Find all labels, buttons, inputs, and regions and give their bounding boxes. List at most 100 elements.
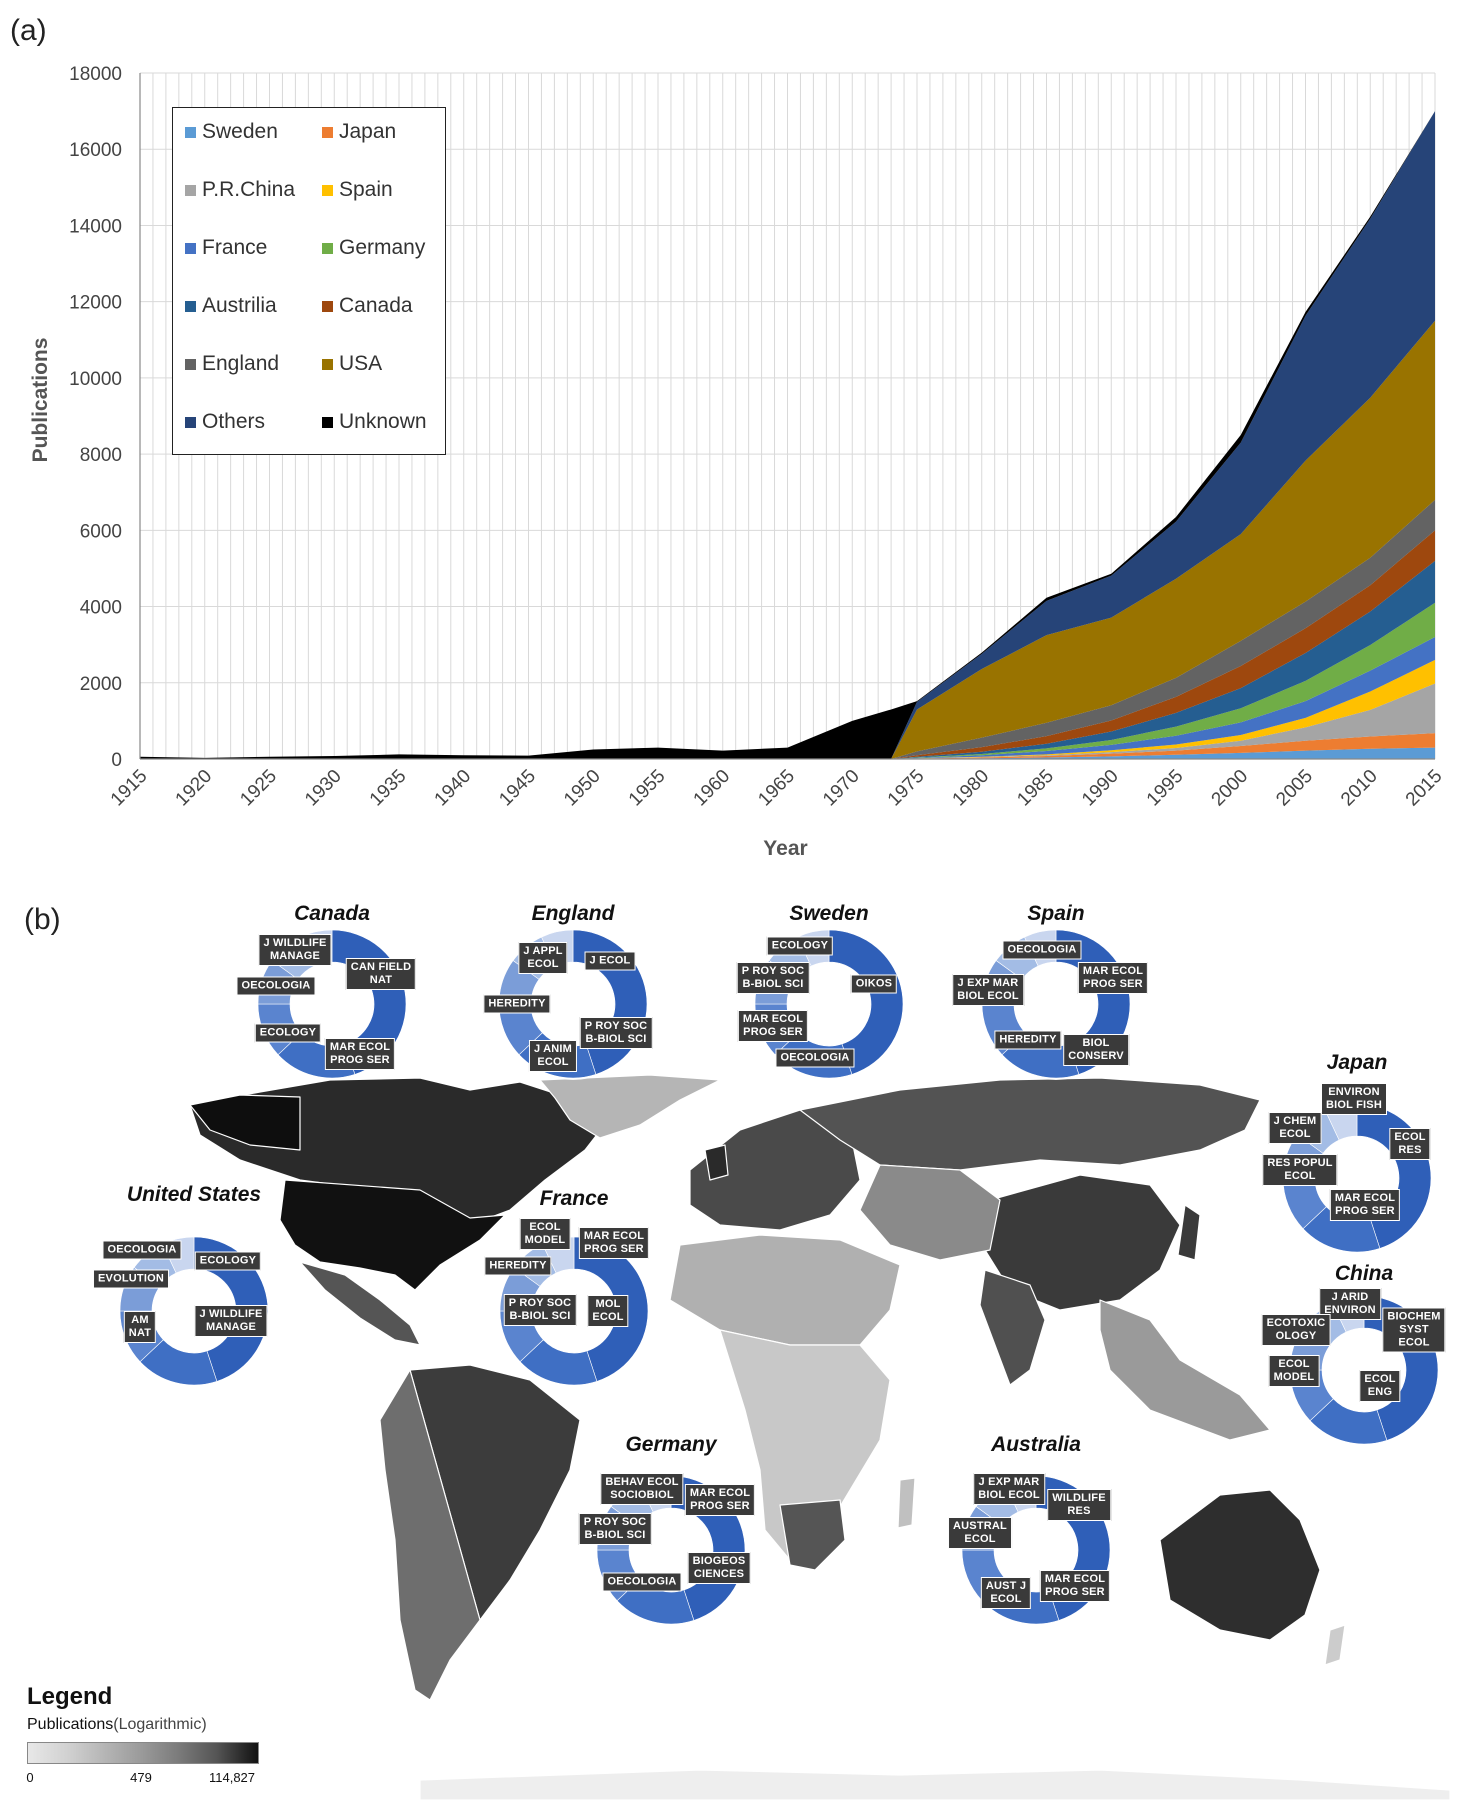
- map-region-india: [979, 1269, 1046, 1386]
- legend-label: Canada: [339, 294, 413, 317]
- journal-label: HEREDITY: [483, 994, 551, 1014]
- y-tick-label: 8000: [80, 445, 122, 466]
- y-tick-label: 6000: [80, 521, 122, 542]
- journal-label: WILDLIFE RES: [1047, 1489, 1111, 1521]
- country-title-spain: Spain: [1027, 902, 1085, 925]
- map-region-russia: [799, 1077, 1261, 1171]
- map-region-south-america-east: [409, 1364, 581, 1621]
- map-region-new-zealand: [1324, 1624, 1346, 1666]
- legend-swatch: [185, 416, 196, 428]
- area-series-others: [140, 111, 1435, 760]
- map-legend-tick-mid: 479: [130, 1770, 152, 1785]
- y-axis-title: Publications: [29, 338, 52, 463]
- journal-label: MAR ECOL PROG SER: [1077, 962, 1149, 994]
- journal-label: BEHAV ECOL SOCIOBIOL: [600, 1473, 684, 1505]
- legend-label: Germany: [339, 236, 426, 259]
- panel-a-label: (a): [10, 14, 47, 47]
- legend-item-unknown: Unknown: [322, 410, 427, 434]
- legend-item-france: France: [185, 236, 267, 260]
- journal-label: MAR ECOL PROG SER: [737, 1010, 809, 1042]
- journal-label: BIOGEOS CIENCES: [687, 1552, 751, 1584]
- country-title-sweden: Sweden: [789, 902, 869, 925]
- x-tick-label: 1955: [625, 766, 670, 811]
- journal-label: ECOL MODEL: [519, 1218, 571, 1250]
- map-legend-tick-max: 114,827: [208, 1770, 256, 1785]
- journal-label: MAR ECOL PROG SER: [578, 1227, 650, 1259]
- journal-label: MAR ECOL PROG SER: [684, 1484, 756, 1516]
- y-tick-label: 0: [111, 750, 122, 771]
- journal-label: AUSTRAL ECOL: [948, 1517, 1012, 1549]
- legend-label: England: [202, 352, 280, 375]
- country-title-united-states: United States: [126, 1183, 262, 1206]
- journal-label: CAN FIELD NAT: [345, 958, 417, 990]
- area-series-usa: [140, 320, 1435, 759]
- journal-label: J WILDLIFE MANAGE: [258, 934, 332, 966]
- x-tick-label: 1990: [1078, 766, 1123, 811]
- journal-label: OECOLOGIA: [602, 1572, 682, 1592]
- map-region-antarctica: [419, 1769, 1451, 1800]
- journal-label: P ROY SOC B-BIOL SCI: [579, 1017, 653, 1049]
- legend-item-sweden: Sweden: [185, 120, 278, 144]
- journal-label: OECOLOGIA: [236, 976, 316, 996]
- legend-label: USA: [339, 352, 383, 375]
- y-tick-label: 14000: [69, 216, 122, 237]
- journal-label: ECOLOGY: [766, 936, 834, 956]
- x-tick-label: 1980: [949, 766, 994, 811]
- journal-label: J EXP MAR BIOL ECOL: [973, 1473, 1045, 1505]
- country-title-canada: Canada: [294, 902, 370, 925]
- map-legend-gradient: [27, 1742, 259, 1764]
- legend-item-spain: Spain: [322, 178, 393, 202]
- journal-label: MOL ECOL: [587, 1295, 629, 1327]
- journal-label: OIKOS: [850, 974, 898, 994]
- x-axis-title: Year: [763, 837, 807, 860]
- stacked-area-chart: 0 2000 4000 6000 8000 10000 12000 14000 16000 180…: [29, 64, 1447, 860]
- x-tick-label: 1995: [1143, 766, 1188, 811]
- country-title-china: China: [1334, 1262, 1394, 1285]
- journal-label: J ECOL: [584, 951, 636, 971]
- legend-swatch: [322, 416, 333, 428]
- journal-label: ECOLOGY: [194, 1251, 262, 1271]
- legend-item-japan: Japan: [322, 120, 396, 144]
- journal-label: ECOTOXIC OLOGY: [1261, 1314, 1331, 1346]
- legend-swatch: [185, 300, 196, 312]
- journal-label: HEREDITY: [994, 1030, 1062, 1050]
- legend-item-usa: USA: [322, 352, 382, 376]
- x-tick-label: 1975: [884, 766, 929, 811]
- x-tick-label: 1945: [495, 766, 540, 811]
- map-region-china: [984, 1174, 1181, 1311]
- map-legend-tick-min: 0: [26, 1770, 34, 1785]
- journal-label: ECOL ENG: [1359, 1370, 1401, 1402]
- legend-label: P.R.China: [202, 178, 296, 201]
- legend-item-canada: Canada: [322, 294, 413, 318]
- map-region-europe: [689, 1109, 861, 1231]
- map-region-greenland: [539, 1074, 721, 1139]
- legend-label: Spain: [339, 178, 393, 201]
- legend-swatch: [185, 358, 196, 370]
- x-tick-label: 1985: [1013, 766, 1058, 811]
- journal-label: J EXP MAR BIOL ECOL: [952, 974, 1024, 1006]
- country-title-france: France: [539, 1187, 609, 1210]
- legend-swatch: [322, 300, 333, 312]
- legend-item-p-r-china: P.R.China: [185, 178, 295, 202]
- chart-legend: Sweden Japan P.R.China Spain France Germany Au…: [172, 107, 446, 455]
- journal-label: ECOL RES: [1389, 1128, 1431, 1160]
- map-region-mexico-central: [299, 1261, 421, 1346]
- map-region-japan: [1177, 1204, 1201, 1261]
- country-title-japan: Japan: [1326, 1051, 1388, 1074]
- map-legend-subtitle-note: (Logarithmic): [113, 1716, 207, 1733]
- map-region-central-asia: [859, 1164, 1001, 1261]
- x-tick-label: 1925: [236, 766, 281, 811]
- journal-label: MAR ECOL PROG SER: [324, 1038, 396, 1070]
- map-region-southeast-asia: [1099, 1299, 1271, 1441]
- legend-swatch: [185, 126, 196, 138]
- journal-label: ECOL MODEL: [1268, 1355, 1320, 1387]
- legend-label: Unknown: [339, 410, 427, 433]
- panel-b-label: (b): [24, 903, 61, 936]
- country-title-england: England: [531, 902, 615, 925]
- y-tick-label: 18000: [69, 64, 122, 85]
- x-tick-label: 2005: [1272, 766, 1317, 811]
- area-series-sweden: [140, 747, 1435, 759]
- y-tick-label: 12000: [69, 293, 122, 314]
- map-legend-subtitle: Publications(Logarithmic): [27, 1716, 207, 1734]
- legend-label: Others: [202, 410, 266, 433]
